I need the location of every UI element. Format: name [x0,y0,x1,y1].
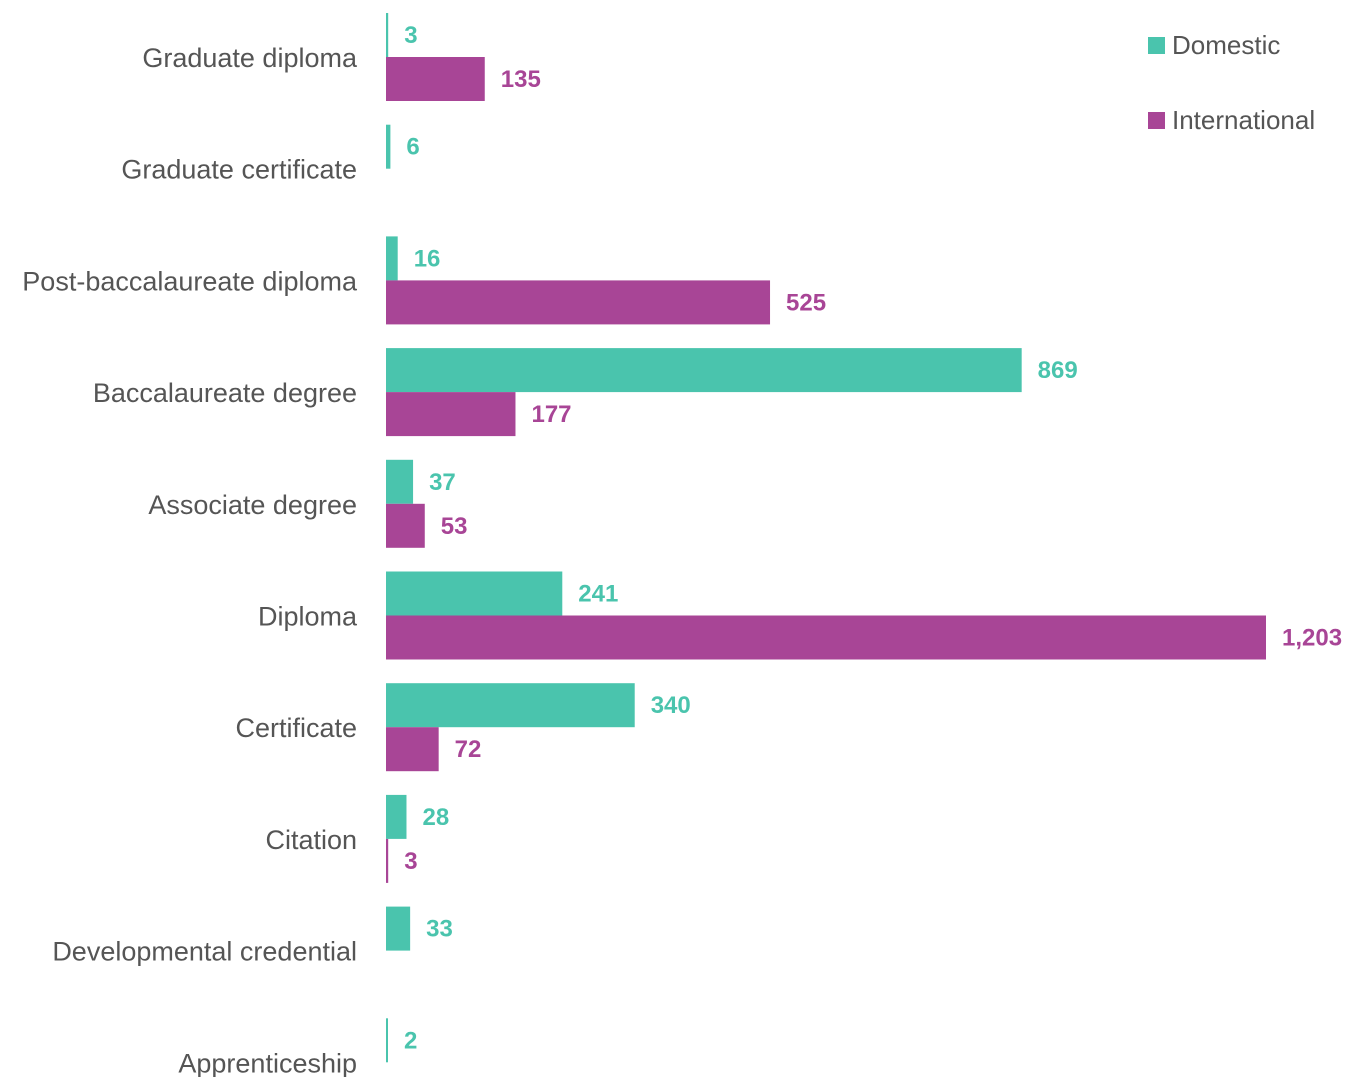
bar-domestic-graduate-diploma [386,13,389,57]
labels-layer: Graduate diploma 3 135 Graduate certificate… [22,22,1342,1077]
value-label-domestic-baccalaureate-degree: 869 [1038,357,1078,384]
bar-domestic-apprenticeship [386,1018,388,1063]
bar-international-post-baccalaureate-diploma [386,280,771,325]
legend-label-domestic: Domestic [1172,30,1280,60]
bar-international-certificate [386,727,439,772]
bar-international-graduate-diploma [386,57,485,101]
category-label-graduate-certificate: Graduate certificate [121,155,357,185]
category-label-apprenticeship: Apprenticeship [178,1048,357,1077]
value-label-domestic-graduate-diploma: 3 [404,22,417,49]
value-label-international-citation: 3 [404,848,417,875]
value-label-domestic-associate-degree: 37 [429,469,456,496]
legend-swatch-international [1148,112,1165,129]
legend-swatch-domestic [1148,37,1165,54]
legend-label-international: International [1172,105,1315,135]
bar-domestic-associate-degree [386,459,414,504]
value-label-international-associate-degree: 53 [441,513,468,540]
legend: Domestic International [1148,30,1315,135]
category-label-associate-degree: Associate degree [148,490,357,520]
value-label-international-diploma: 1,203 [1282,625,1342,652]
value-label-international-post-baccalaureate-diploma: 525 [786,289,826,316]
value-label-domestic-developmental-credential: 33 [426,916,453,943]
bar-domestic-post-baccalaureate-diploma [386,236,398,281]
category-label-graduate-diploma: Graduate diploma [142,43,358,73]
bar-international-diploma [386,615,1266,660]
bar-domestic-certificate [386,683,635,728]
bar-international-associate-degree [386,503,425,548]
value-label-international-certificate: 72 [455,736,482,763]
category-label-diploma: Diploma [258,602,358,632]
value-label-domestic-diploma: 241 [578,581,618,608]
bar-domestic-graduate-certificate [386,124,391,169]
category-label-developmental-credential: Developmental credential [52,937,357,967]
value-label-international-baccalaureate-degree: 177 [531,401,571,428]
value-label-domestic-citation: 28 [422,804,449,831]
value-label-domestic-graduate-certificate: 6 [406,134,419,161]
category-label-baccalaureate-degree: Baccalaureate degree [93,378,357,408]
bar-domestic-baccalaureate-degree [386,348,1022,393]
bars-layer [386,13,1266,1063]
category-label-citation: Citation [265,825,357,855]
value-label-domestic-post-baccalaureate-diploma: 16 [414,245,441,272]
bar-international-citation [386,838,389,883]
bar-domestic-citation [386,794,407,839]
value-label-domestic-certificate: 340 [651,692,691,719]
value-label-domestic-apprenticeship: 2 [404,1027,417,1054]
bar-international-baccalaureate-degree [386,392,516,437]
bar-domestic-developmental-credential [386,906,411,951]
category-label-post-baccalaureate-diploma: Post-baccalaureate diploma [22,266,358,296]
value-label-international-graduate-diploma: 135 [501,66,541,93]
category-label-certificate: Certificate [235,713,357,743]
bar-domestic-diploma [386,571,563,616]
